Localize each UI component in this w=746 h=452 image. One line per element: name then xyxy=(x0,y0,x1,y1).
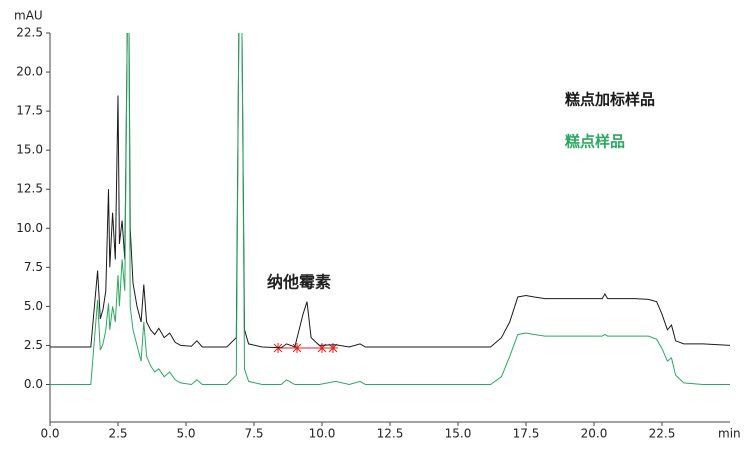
y-tick-label: 20.0 xyxy=(16,65,43,79)
y-axis-label: mAU xyxy=(14,9,43,23)
x-tick-label: 2.5 xyxy=(108,427,127,441)
x-tick-label: 0.0 xyxy=(40,427,59,441)
integration-marks xyxy=(273,343,338,353)
series-line xyxy=(50,33,730,349)
x-tick-label: 22.5 xyxy=(649,427,676,441)
legend-entry: 糕点样品 xyxy=(565,133,625,151)
x-tick-label: 10.0 xyxy=(309,427,336,441)
legend-entry: 糕点加标样品 xyxy=(565,91,655,109)
x-tick-label: 12.5 xyxy=(377,427,404,441)
x-tick-label: 17.5 xyxy=(513,427,540,441)
x-tick-label: 15.0 xyxy=(445,427,472,441)
y-tick-label: 12.5 xyxy=(16,182,43,196)
y-tick-label: 15.0 xyxy=(16,143,43,157)
y-tick-label: 7.5 xyxy=(24,260,43,274)
y-tick-label: 0.0 xyxy=(24,377,43,391)
x-axis-label: min xyxy=(718,427,741,441)
x-tick-label: 20.0 xyxy=(581,427,608,441)
x-tick-label: 5.0 xyxy=(176,427,195,441)
y-tick-label: 2.5 xyxy=(24,338,43,352)
annotation: 纳他霉素 xyxy=(267,273,331,292)
y-tick-label: 22.5 xyxy=(16,26,43,40)
y-tick-label: 5.0 xyxy=(24,299,43,313)
y-tick-label: 10.0 xyxy=(16,221,43,235)
y-tick-label: 17.5 xyxy=(16,104,43,118)
series-line xyxy=(50,33,730,386)
x-tick-label: 7.5 xyxy=(244,427,263,441)
